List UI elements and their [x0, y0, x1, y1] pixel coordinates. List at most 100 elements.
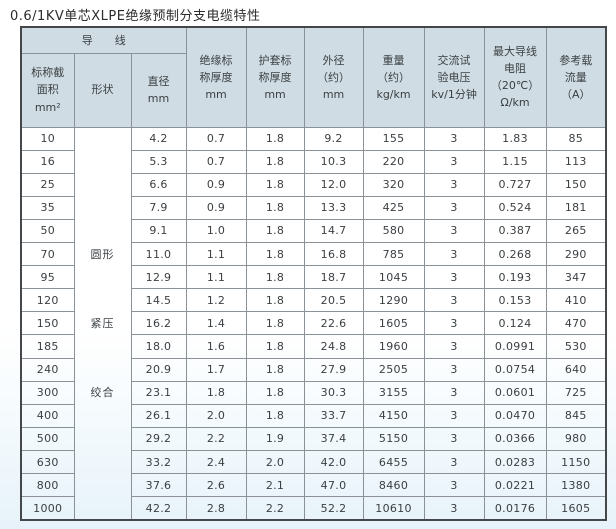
cell-diameter: 42.2 — [130, 496, 187, 521]
cell-resistance: 0.727 — [483, 172, 547, 197]
cell-resistance: 0.0176 — [483, 496, 547, 521]
cell-area: 1000 — [20, 496, 75, 521]
cell-resistance: 0.0366 — [483, 426, 547, 452]
cell-test-voltage: 3 — [423, 126, 485, 151]
cell-sheath: 1.8 — [245, 242, 305, 267]
cell-diameter: 18.0 — [130, 334, 187, 359]
cell-weight: 1290 — [362, 288, 425, 313]
cell-insulation: 2.4 — [185, 450, 247, 475]
cell-weight: 1960 — [362, 334, 425, 359]
header-test-voltage: 交流试 验电压 kv/1分钟 — [423, 26, 485, 128]
cell-insulation: 0.7 — [185, 149, 247, 174]
table-row: 1000 42.2 2.8 2.2 52.2 10610 3 0.0176 1605 — [20, 496, 607, 521]
cell-weight: 10610 — [362, 496, 425, 521]
header-max-resistance: 最大导线 电阻 （20℃） Ω/km — [483, 26, 547, 128]
cell-outer-diameter: 27.9 — [303, 357, 364, 382]
cell-weight: 8460 — [362, 473, 425, 498]
cell-outer-diameter: 22.6 — [303, 311, 364, 336]
cell-insulation: 2.2 — [185, 426, 247, 452]
shape-label: 绞合 — [90, 386, 115, 400]
cell-outer-diameter: 18.7 — [303, 265, 364, 290]
cell-area: 16 — [20, 149, 75, 174]
cell-outer-diameter: 16.8 — [303, 242, 364, 267]
header-ampacity: 参考载 流量 （A） — [545, 26, 607, 128]
cell-sheath: 1.8 — [245, 380, 305, 405]
cell-weight: 785 — [362, 242, 425, 267]
table-row: 120 14.5 1.2 1.8 20.5 1290 3 0.153 410 — [20, 288, 607, 313]
cell-ampacity: 1380 — [545, 473, 607, 498]
cell-diameter: 16.2 — [130, 311, 187, 336]
cell-resistance: 0.0601 — [483, 380, 547, 405]
table-row: 800 37.6 2.6 2.1 47.0 8460 3 0.0221 1380 — [20, 473, 607, 498]
cell-test-voltage: 3 — [423, 172, 485, 197]
cell-test-voltage: 3 — [423, 496, 485, 521]
cell-outer-diameter: 20.5 — [303, 288, 364, 313]
cell-diameter: 6.6 — [130, 172, 187, 197]
cell-outer-diameter: 13.3 — [303, 195, 364, 220]
cell-weight: 1045 — [362, 265, 425, 290]
cell-diameter: 29.2 — [130, 426, 187, 452]
table-row: 95 12.9 1.1 1.8 18.7 1045 3 0.193 347 — [20, 265, 607, 290]
cell-insulation: 1.2 — [185, 288, 247, 313]
cell-outer-diameter: 37.4 — [303, 426, 364, 452]
cell-diameter: 11.0 — [130, 242, 187, 267]
cell-outer-diameter: 42.0 — [303, 450, 364, 475]
cell-sheath: 1.8 — [245, 218, 305, 244]
cell-resistance: 0.0221 — [483, 473, 547, 498]
cell-diameter: 23.1 — [130, 380, 187, 405]
cell-insulation: 2.6 — [185, 473, 247, 498]
cell-test-voltage: 3 — [423, 311, 485, 336]
shape-label: 紧压 — [90, 317, 115, 331]
cell-area: 25 — [20, 172, 75, 197]
cell-area: 500 — [20, 426, 75, 452]
header-outer-diameter: 外径 （约） mm — [303, 26, 364, 128]
cell-sheath: 1.8 — [245, 195, 305, 220]
table-row: 70 11.0 1.1 1.8 16.8 785 3 0.268 290 — [20, 242, 607, 267]
cell-outer-diameter: 30.3 — [303, 380, 364, 405]
cell-test-voltage: 3 — [423, 426, 485, 452]
cell-sheath: 2.0 — [245, 450, 305, 475]
header-weight: 重量 （约） kg/km — [362, 26, 425, 128]
table-row: 400 26.1 2.0 1.8 33.7 4150 3 0.0470 845 — [20, 403, 607, 428]
cell-weight: 2505 — [362, 357, 425, 382]
header-cross-section-area: 标称截 面积 mm² — [20, 52, 75, 128]
cell-sheath: 1.8 — [245, 357, 305, 382]
cell-area: 120 — [20, 288, 75, 313]
cell-weight: 5150 — [362, 426, 425, 452]
cell-insulation: 0.9 — [185, 195, 247, 220]
cell-ampacity: 1605 — [545, 496, 607, 521]
cell-resistance: 0.153 — [483, 288, 547, 313]
cell-ampacity: 347 — [545, 265, 607, 290]
cell-resistance: 0.124 — [483, 311, 547, 336]
cell-test-voltage: 3 — [423, 357, 485, 382]
cell-ampacity: 410 — [545, 288, 607, 313]
cell-ampacity: 530 — [545, 334, 607, 359]
cell-insulation: 1.8 — [185, 380, 247, 405]
header-shape: 形状 — [73, 52, 132, 128]
cell-sheath: 1.8 — [245, 126, 305, 151]
cell-area: 35 — [20, 195, 75, 220]
cell-outer-diameter: 14.7 — [303, 218, 364, 244]
cell-diameter: 12.9 — [130, 265, 187, 290]
cell-outer-diameter: 24.8 — [303, 334, 364, 359]
cell-test-voltage: 3 — [423, 288, 485, 313]
cell-sheath: 1.8 — [245, 288, 305, 313]
cell-sheath: 1.8 — [245, 311, 305, 336]
cell-ampacity: 290 — [545, 242, 607, 267]
table-header: 导 线 绝缘标 称厚度 mm 护套标 称厚度 mm 外径 （约） mm 重量 （… — [20, 26, 607, 128]
cell-diameter: 37.6 — [130, 473, 187, 498]
cell-outer-diameter: 10.3 — [303, 149, 364, 174]
cell-test-voltage: 3 — [423, 450, 485, 475]
cell-ampacity: 181 — [545, 195, 607, 220]
cell-resistance: 0.0754 — [483, 357, 547, 382]
cell-sheath: 1.8 — [245, 265, 305, 290]
cell-resistance: 0.524 — [483, 195, 547, 220]
table-row: 25 6.6 0.9 1.8 12.0 320 3 0.727 150 — [20, 172, 607, 197]
table-row: 185 18.0 1.6 1.8 24.8 1960 3 0.0991 530 — [20, 334, 607, 359]
cell-weight: 3155 — [362, 380, 425, 405]
cell-weight: 1605 — [362, 311, 425, 336]
cell-insulation: 1.0 — [185, 218, 247, 244]
cell-area: 800 — [20, 473, 75, 498]
cell-ampacity: 1150 — [545, 450, 607, 475]
